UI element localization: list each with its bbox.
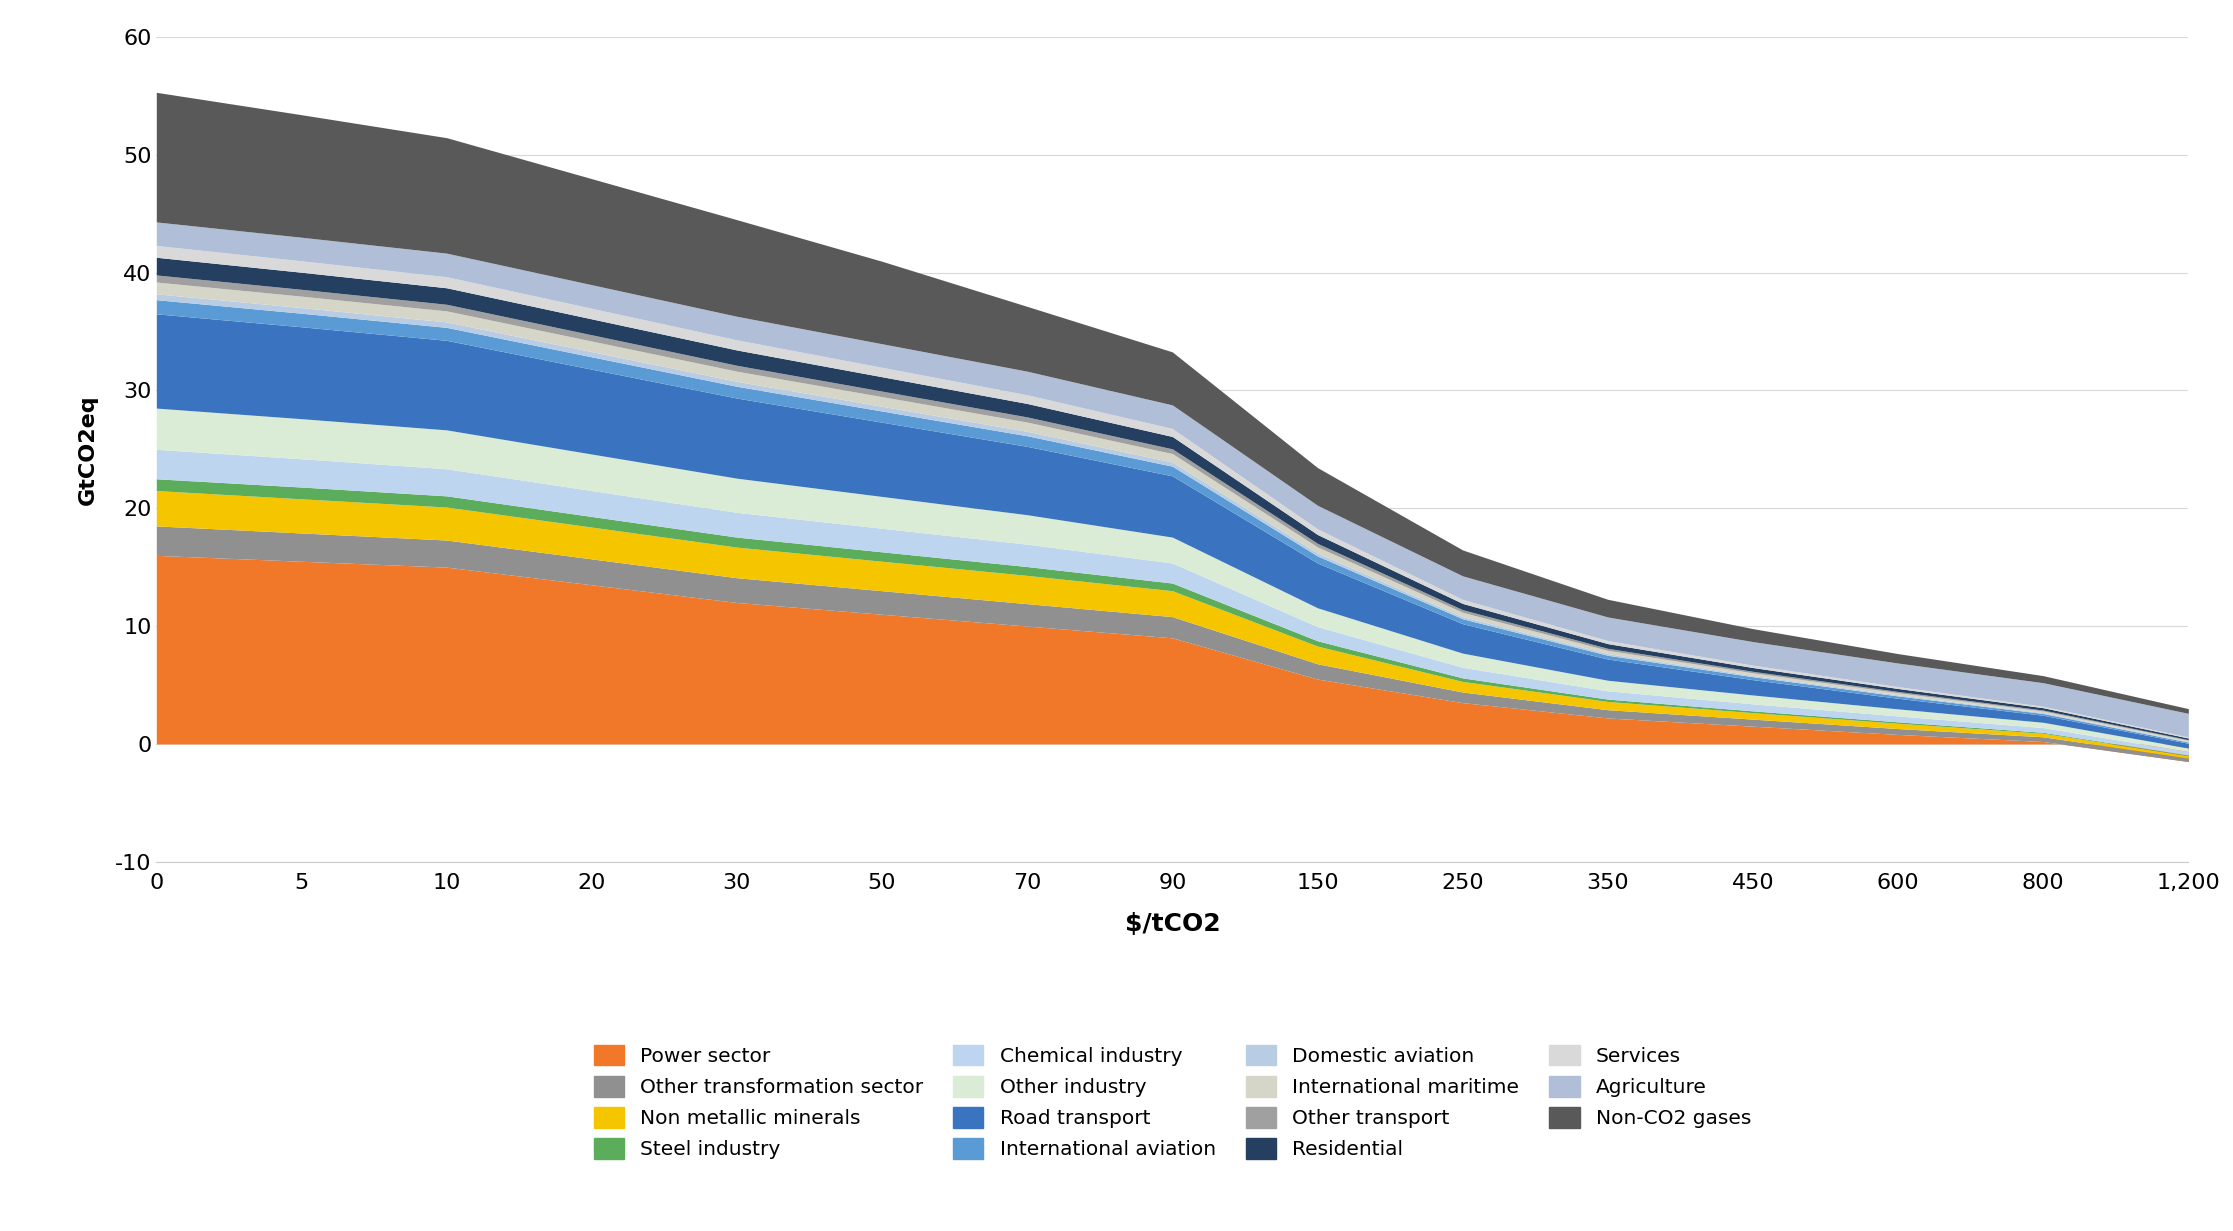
Legend: Power sector, Other transformation sector, Non metallic minerals, Steel industry: Power sector, Other transformation secto… <box>585 1037 1760 1167</box>
Y-axis label: GtCO2eq: GtCO2eq <box>78 394 98 505</box>
X-axis label: $/tCO2: $/tCO2 <box>1125 912 1219 937</box>
